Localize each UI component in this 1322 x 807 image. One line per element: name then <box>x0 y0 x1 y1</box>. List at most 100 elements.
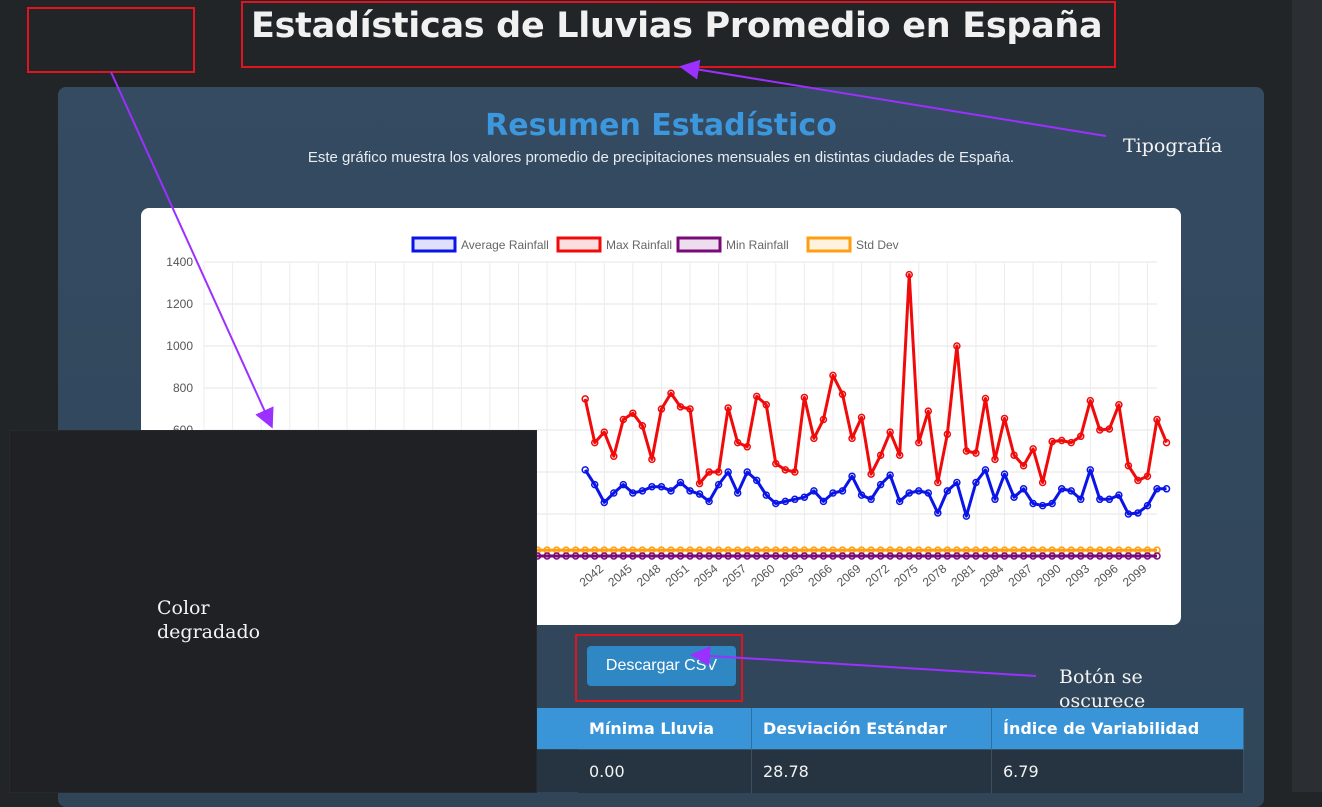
data-point <box>1105 495 1114 504</box>
data-point <box>895 497 904 506</box>
point-min <box>1077 552 1085 560</box>
data-point <box>648 482 656 491</box>
x-tick-label: 2078 <box>920 561 950 589</box>
data-point <box>915 438 923 447</box>
x-tick-label: 2054 <box>691 561 721 589</box>
data-point <box>953 478 961 487</box>
point-min <box>581 552 589 560</box>
header-variability-index: Índice de Variabilidad <box>991 708 1244 750</box>
annotation-boton-line2: oscurece <box>1059 690 1146 712</box>
y-tick-label: 1400 <box>166 255 193 269</box>
point-min <box>962 552 971 560</box>
cell-std-dev: 28.78 <box>751 749 992 793</box>
point-min <box>552 552 561 560</box>
point-min <box>867 552 875 560</box>
data-point <box>848 434 856 443</box>
point-min <box>638 552 647 560</box>
data-point <box>600 498 609 507</box>
summary-subtitle: Este gráfico muestra los valores promedi… <box>307 149 1015 166</box>
point-min <box>819 552 828 560</box>
point-min <box>1029 552 1037 560</box>
data-point <box>962 512 971 520</box>
data-point <box>981 466 990 474</box>
data-point <box>857 491 866 499</box>
data-point <box>781 466 790 474</box>
data-point <box>1067 438 1075 447</box>
point-min <box>1153 552 1161 560</box>
data-point <box>619 415 628 424</box>
data-point <box>676 403 685 411</box>
data-point <box>1115 491 1123 499</box>
data-point <box>1019 461 1028 470</box>
data-point <box>895 451 904 459</box>
point-min <box>1086 552 1095 560</box>
data-point <box>1029 499 1037 508</box>
data-point <box>934 478 942 487</box>
x-tick-label: 2090 <box>1034 561 1064 589</box>
data-point <box>1134 509 1142 517</box>
data-point <box>829 371 837 380</box>
cell-variability-index: 6.79 <box>991 749 1244 793</box>
data-point <box>724 468 732 476</box>
data-point <box>1086 396 1095 405</box>
data-point <box>1115 401 1123 409</box>
x-tick-label: 2072 <box>863 561 893 589</box>
point-min <box>1000 552 1009 560</box>
point-min <box>1038 552 1047 560</box>
data-point <box>667 487 675 495</box>
data-point <box>1038 501 1047 510</box>
data-point <box>733 438 742 447</box>
data-point <box>1067 487 1075 495</box>
data-point <box>657 482 666 491</box>
data-point <box>733 489 742 497</box>
download-csv-button[interactable]: Descargar CSV <box>587 646 736 686</box>
x-tick-label: 2060 <box>748 561 778 589</box>
x-tick-label: 2069 <box>834 561 864 589</box>
point-min <box>848 552 856 560</box>
legend-swatch <box>556 236 602 253</box>
table-header-row: Mínima Lluvia Desviación Estándar Índice… <box>578 708 1244 750</box>
data-point <box>752 392 761 401</box>
data-point <box>905 489 913 497</box>
point-min <box>667 552 675 560</box>
x-tick-label: 2087 <box>1006 561 1036 589</box>
legend-swatch <box>676 236 722 253</box>
data-point <box>581 466 589 474</box>
data-point <box>1038 478 1047 487</box>
point-min <box>791 552 799 560</box>
data-point <box>1010 493 1018 501</box>
x-tick-label: 2057 <box>720 561 750 589</box>
data-point <box>991 455 999 464</box>
data-point <box>686 405 694 413</box>
point-min <box>562 552 570 560</box>
data-point <box>915 487 923 495</box>
data-point <box>962 447 971 455</box>
table-row: 0.00 28.78 6.79 <box>578 749 1244 793</box>
data-point <box>1162 485 1171 493</box>
x-tick-label: 2066 <box>805 561 835 589</box>
point-min <box>676 552 685 560</box>
data-point <box>762 401 771 409</box>
data-point <box>972 478 980 487</box>
x-tick-label: 2045 <box>605 561 635 589</box>
point-min <box>752 552 761 560</box>
dark-overlay-panel <box>10 431 536 792</box>
cell-min-rainfall: 0.00 <box>578 749 752 793</box>
page-title: Estadísticas de Lluvias Promedio en Espa… <box>251 6 1103 46</box>
data-point <box>590 438 599 447</box>
series-line-average <box>583 468 1167 518</box>
data-point <box>981 394 990 403</box>
data-point <box>1077 495 1085 504</box>
legend-label: Average Rainfall <box>461 238 549 252</box>
data-point <box>1124 510 1133 518</box>
data-point <box>886 428 894 436</box>
data-point <box>876 480 885 489</box>
data-point <box>876 451 885 459</box>
point-min <box>1124 552 1133 560</box>
data-point <box>781 497 790 506</box>
point-min <box>943 552 952 560</box>
data-point <box>1086 466 1095 474</box>
point-min <box>810 552 818 560</box>
point-min <box>1134 552 1142 560</box>
stats-table: Mínima Lluvia Desviación Estándar Índice… <box>578 708 1244 793</box>
